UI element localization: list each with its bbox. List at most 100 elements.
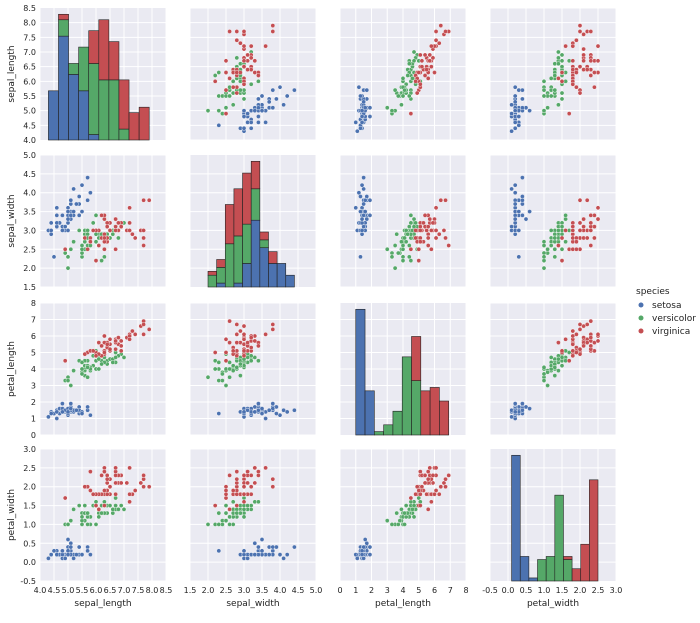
y-tick-label: 1.0 bbox=[23, 520, 36, 529]
scatter-point-versicolor bbox=[93, 499, 99, 505]
scatter-point-virginica bbox=[141, 197, 146, 203]
scatter-point-setosa bbox=[68, 213, 74, 218]
scatter-point-virginica bbox=[570, 228, 576, 233]
scatter-point-versicolor bbox=[552, 373, 558, 378]
scatter-point-virginica bbox=[559, 348, 565, 354]
x-tick-label: 3.5 bbox=[256, 586, 269, 595]
scatter-point-setosa bbox=[48, 411, 54, 416]
scatter-point-virginica bbox=[113, 480, 118, 486]
histogram-bar-setosa bbox=[364, 390, 375, 436]
scatter-point-versicolor bbox=[403, 503, 409, 508]
scatter-point-versicolor bbox=[406, 254, 412, 260]
y-axis-label: petal_length bbox=[7, 341, 17, 397]
scatter-point-setosa bbox=[256, 120, 261, 125]
scatter-point-virginica bbox=[88, 239, 93, 245]
scatter-point-setosa bbox=[362, 197, 368, 203]
x-tick-label: 5 bbox=[416, 586, 421, 595]
panel-petal_width-vs-petal_length: 0 1 2 3 4 5 6 7 8 petal_length bbox=[337, 448, 469, 609]
scatter-point-virginica bbox=[408, 246, 414, 252]
histogram-bar-setosa bbox=[250, 219, 261, 288]
x-tick-label: 0.0 bbox=[502, 586, 515, 595]
scatter-point-versicolor bbox=[230, 102, 236, 108]
panel-sepal_width-vs-sepal_width bbox=[189, 155, 317, 288]
y-axis-label: sepal_width bbox=[7, 194, 17, 247]
scatter-point-versicolor bbox=[541, 258, 547, 263]
panel-petal_length-vs-sepal_length: 0 1 2 3 4 5 6 7 8 petal_length bbox=[7, 299, 167, 440]
legend-label-versicolor: versicolor bbox=[652, 314, 696, 324]
histogram-bar-versicolor bbox=[233, 235, 243, 284]
scatter-point-setosa bbox=[361, 99, 366, 105]
scatter-point-setosa bbox=[367, 213, 373, 218]
scatter-point-virginica bbox=[104, 220, 110, 226]
scatter-point-versicolor bbox=[559, 224, 565, 229]
scatter-point-virginica bbox=[238, 40, 243, 46]
scatter-point-virginica bbox=[130, 231, 135, 237]
x-tick-label: 5.5 bbox=[76, 586, 89, 595]
scatter-point-virginica bbox=[256, 469, 261, 474]
histogram-bar-versicolor bbox=[537, 559, 547, 582]
scatter-point-virginica bbox=[252, 480, 258, 486]
x-tick-label: 8.0 bbox=[146, 586, 159, 595]
scatter-point-virginica bbox=[93, 258, 99, 263]
scatter-point-virginica bbox=[588, 228, 594, 233]
scatter-point-virginica bbox=[88, 235, 93, 241]
scatter-point-virginica bbox=[418, 469, 423, 474]
scatter-point-versicolor bbox=[230, 79, 236, 84]
scatter-point-setosa bbox=[60, 213, 65, 218]
scatter-point-virginica bbox=[595, 216, 601, 222]
scatter-point-setosa bbox=[60, 548, 65, 554]
scatter-point-setosa bbox=[54, 220, 60, 226]
scatter-point-virginica bbox=[433, 205, 439, 211]
scatter-point-virginica bbox=[588, 318, 594, 324]
scatter-point-virginica bbox=[234, 353, 240, 359]
scatter-point-virginica bbox=[212, 503, 218, 508]
scatter-point-versicolor bbox=[413, 220, 418, 226]
histogram-bar-virginica bbox=[98, 19, 110, 81]
scatter-point-virginica bbox=[592, 70, 597, 75]
y-tick-label: 2.5 bbox=[23, 464, 36, 473]
scatter-point-versicolor bbox=[93, 239, 99, 245]
scatter-point-versicolor bbox=[559, 58, 565, 64]
y-tick-label: 4.5 bbox=[23, 170, 36, 179]
panel-background bbox=[190, 449, 316, 581]
y-tick-label: 6.0 bbox=[23, 77, 36, 86]
scatter-point-setosa bbox=[359, 231, 365, 237]
scatter-point-virginica bbox=[245, 52, 250, 58]
scatter-point-virginica bbox=[416, 258, 422, 263]
scatter-point-virginica bbox=[432, 70, 437, 75]
histogram-bar-virginica bbox=[571, 568, 582, 582]
scatter-point-versicolor bbox=[245, 503, 250, 508]
scatter-point-versicolor bbox=[227, 522, 232, 527]
scatter-point-virginica bbox=[443, 484, 448, 490]
scatter-point-setosa bbox=[292, 407, 297, 413]
scatter-point-setosa bbox=[361, 556, 366, 561]
scatter-point-versicolor bbox=[113, 495, 118, 501]
scatter-point-virginica bbox=[93, 353, 99, 359]
panel-background bbox=[490, 155, 616, 287]
y-tick-label: 3.5 bbox=[23, 208, 36, 217]
scatter-point-versicolor bbox=[256, 499, 261, 505]
scatter-point-versicolor bbox=[563, 213, 568, 218]
scatter-point-virginica bbox=[577, 64, 583, 69]
scatter-point-virginica bbox=[99, 473, 104, 478]
scatter-point-setosa bbox=[512, 216, 518, 222]
scatter-point-virginica bbox=[563, 336, 568, 342]
scatter-point-setosa bbox=[358, 254, 363, 260]
scatter-point-virginica bbox=[127, 491, 132, 497]
histogram-bar-virginica bbox=[224, 204, 235, 245]
scatter-point-virginica bbox=[227, 76, 232, 81]
scatter-point-versicolor bbox=[121, 355, 127, 360]
scatter-point-virginica bbox=[234, 322, 240, 327]
scatter-point-virginica bbox=[429, 43, 434, 49]
scatter-point-virginica bbox=[427, 58, 433, 64]
histogram-bar-virginica bbox=[259, 231, 269, 241]
scatter-point-virginica bbox=[427, 216, 433, 222]
y-tick-label: 2.0 bbox=[23, 483, 36, 492]
scatter-point-virginica bbox=[570, 348, 576, 354]
scatter-point-versicolor bbox=[411, 216, 417, 222]
scatter-point-virginica bbox=[132, 488, 138, 493]
scatter-point-setosa bbox=[248, 125, 254, 131]
scatter-point-virginica bbox=[433, 29, 439, 34]
scatter-point-virginica bbox=[141, 332, 146, 337]
scatter-point-versicolor bbox=[552, 365, 558, 370]
